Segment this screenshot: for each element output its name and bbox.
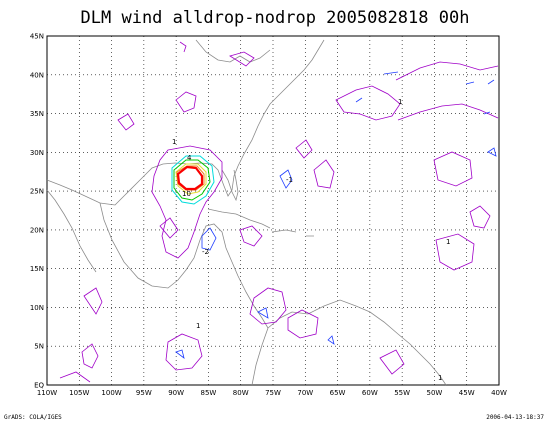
lat-tick-label: 40N — [30, 71, 44, 79]
footer-timestamp: 2006-04-13-18:37 — [486, 414, 544, 421]
lat-tick-label: 35N — [30, 110, 44, 118]
lon-tick-label: 75W — [265, 389, 281, 397]
contours-negative — [175, 71, 497, 359]
contour-label-10: 10 — [182, 190, 191, 198]
lon-tick-label: 55W — [394, 389, 410, 397]
grid-lines — [47, 36, 499, 385]
lat-tick-label: EQ — [34, 382, 44, 390]
contour-labels: 10 4 1 -2 -1 1 1 1 1 — [172, 98, 450, 382]
lon-tick-label: 45W — [459, 389, 475, 397]
lat-tick-label: 15N — [30, 265, 44, 273]
storm-contours — [171, 155, 215, 205]
contour-label-neg1: -1 — [286, 176, 293, 184]
contour-label-1d: 1 — [446, 238, 450, 246]
contour-label-1: 1 — [172, 138, 176, 146]
contour-label-4: 4 — [187, 154, 192, 162]
lon-tick-label: 105W — [69, 389, 89, 397]
lon-tick-label: 100W — [101, 389, 121, 397]
lat-tick-label: 20N — [30, 226, 44, 234]
contour-label-1e: 1 — [438, 374, 442, 382]
lon-tick-label: 70W — [297, 389, 313, 397]
longitude-labels: 110W 105W 100W 95W 90W 85W 80W 75W 70W 65W 60W 55W 5… — [37, 389, 507, 397]
lon-tick-label: 40W — [491, 389, 507, 397]
lon-tick-label: 65W — [330, 389, 346, 397]
contour-label-1c: 1 — [398, 98, 402, 106]
lon-tick-label: 85W — [201, 389, 217, 397]
lon-tick-label: 110W — [37, 389, 57, 397]
contour-label-neg2: -2 — [202, 248, 209, 256]
footer-credit: GrADS: COLA/IGES — [4, 414, 62, 421]
map-title: DLM wind alldrop-nodrop 2005082818 00h — [80, 8, 470, 28]
lat-tick-label: 45N — [30, 33, 44, 41]
coastlines — [46, 39, 447, 386]
contour-label-1b: 1 — [196, 322, 200, 330]
lat-tick-label: 25N — [30, 188, 44, 196]
lat-tick-label: 30N — [30, 149, 44, 157]
lon-tick-label: 80W — [233, 389, 249, 397]
lon-tick-label: 60W — [362, 389, 378, 397]
lon-tick-label: 90W — [168, 389, 184, 397]
lat-tick-label: 5N — [34, 343, 44, 351]
lon-tick-label: 50W — [427, 389, 443, 397]
lon-tick-label: 95W — [136, 389, 152, 397]
lat-tick-label: 10N — [30, 304, 44, 312]
latitude-labels: EQ 5N 10N 15N 20N 25N 30N 35N 40N 45N — [30, 33, 45, 390]
contours-positive-1 — [59, 41, 499, 383]
